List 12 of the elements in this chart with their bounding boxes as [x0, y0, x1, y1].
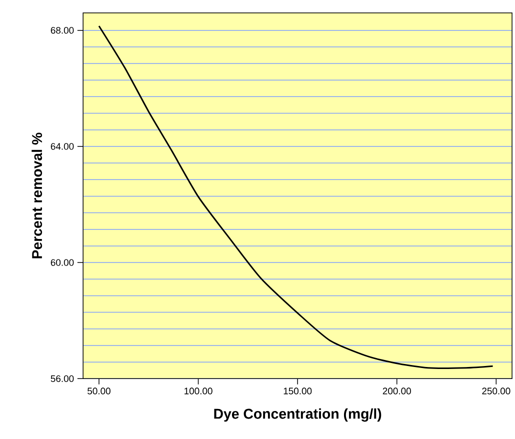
y-tick-label: 56.00 [50, 376, 74, 382]
y-tick-label: 60.00 [50, 259, 74, 266]
y-axis-title: Percent removal % [32, 132, 42, 258]
x-tick-label: 250.00 [482, 388, 510, 395]
x-tick-label: 150.00 [284, 388, 312, 395]
x-axis-title: Dye Concentration (mg/l) [214, 408, 382, 422]
x-tick-label: 100.00 [184, 388, 212, 395]
y-tick-label: 64.00 [50, 143, 74, 150]
y-tick-label: 68.00 [50, 27, 74, 34]
x-tick-label: 200.00 [382, 388, 411, 395]
line-series [98, 25, 494, 370]
x-tick-label: 50.00 [88, 388, 110, 395]
